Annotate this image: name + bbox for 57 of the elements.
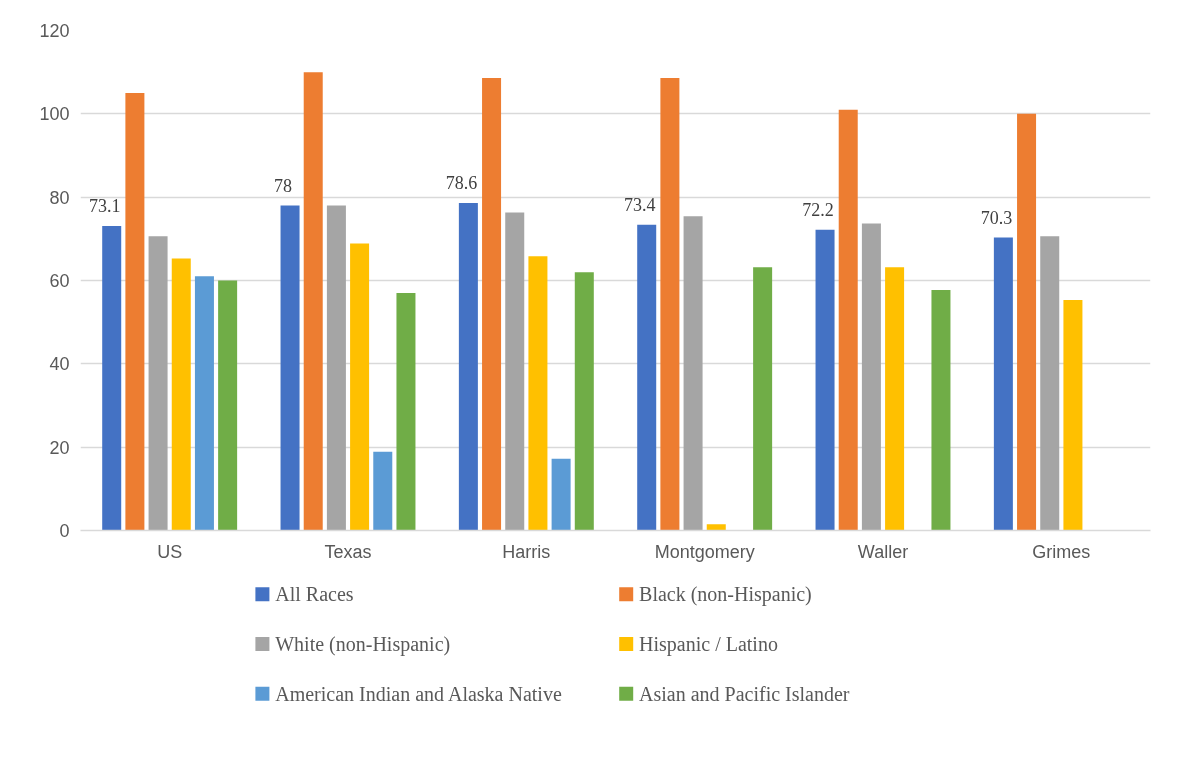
bar — [458, 203, 478, 531]
x-tick-label: Montgomery — [654, 541, 755, 562]
bar — [1017, 113, 1037, 531]
bar — [706, 524, 726, 531]
bar — [280, 205, 300, 531]
y-tick-label: 60 — [49, 271, 70, 291]
bar — [148, 236, 168, 531]
bar — [683, 216, 703, 531]
bar — [373, 451, 393, 531]
bar — [574, 272, 594, 531]
x-tick-label: Grimes — [1032, 541, 1091, 562]
legend-label: All Races — [275, 583, 354, 606]
bar — [815, 229, 835, 531]
data-label: 73.4 — [624, 194, 656, 215]
legend-label: Hispanic / Latino — [639, 632, 778, 656]
bar — [326, 205, 346, 531]
bar — [1063, 300, 1083, 531]
bar — [171, 258, 191, 531]
legend-label: Asian and Pacific Islander — [639, 682, 850, 705]
bar — [838, 109, 858, 531]
legend-label: American Indian and Alaska Native — [275, 682, 562, 705]
bar — [194, 276, 214, 531]
y-tick-label: 40 — [49, 354, 70, 375]
legend-label: White (non-Hispanic) — [275, 632, 451, 656]
x-tick-label: US — [157, 541, 183, 562]
y-tick-label: 20 — [49, 437, 70, 458]
bar — [350, 243, 370, 531]
bar — [753, 267, 773, 531]
data-label: 70.3 — [980, 207, 1013, 228]
bar — [396, 293, 416, 531]
bar — [637, 224, 657, 531]
data-label: 78 — [274, 175, 293, 196]
bar — [528, 256, 548, 531]
data-label: 72.2 — [802, 199, 834, 220]
y-tick-label: 80 — [49, 187, 70, 208]
bar — [102, 225, 122, 531]
data-label: 73.1 — [89, 195, 121, 216]
bar — [218, 280, 238, 531]
y-tick-label: 0 — [59, 521, 70, 541]
bar — [861, 223, 881, 531]
x-tick-label: Harris — [502, 541, 551, 562]
bar — [931, 290, 951, 531]
x-tick-label: Waller — [857, 541, 909, 562]
bar — [660, 78, 680, 531]
legend-label: Black (non-Hispanic) — [639, 583, 812, 607]
data-label: 78.6 — [445, 173, 478, 193]
bar — [125, 93, 145, 531]
bar — [1040, 236, 1060, 531]
bar — [482, 78, 502, 531]
y-tick-label: 100 — [39, 104, 70, 125]
y-tick-label: 120 — [39, 21, 70, 41]
bar — [303, 72, 323, 531]
bar — [505, 212, 525, 531]
bar — [993, 237, 1013, 531]
bar — [885, 267, 905, 531]
x-tick-label: Texas — [324, 541, 372, 562]
bar — [551, 458, 571, 531]
